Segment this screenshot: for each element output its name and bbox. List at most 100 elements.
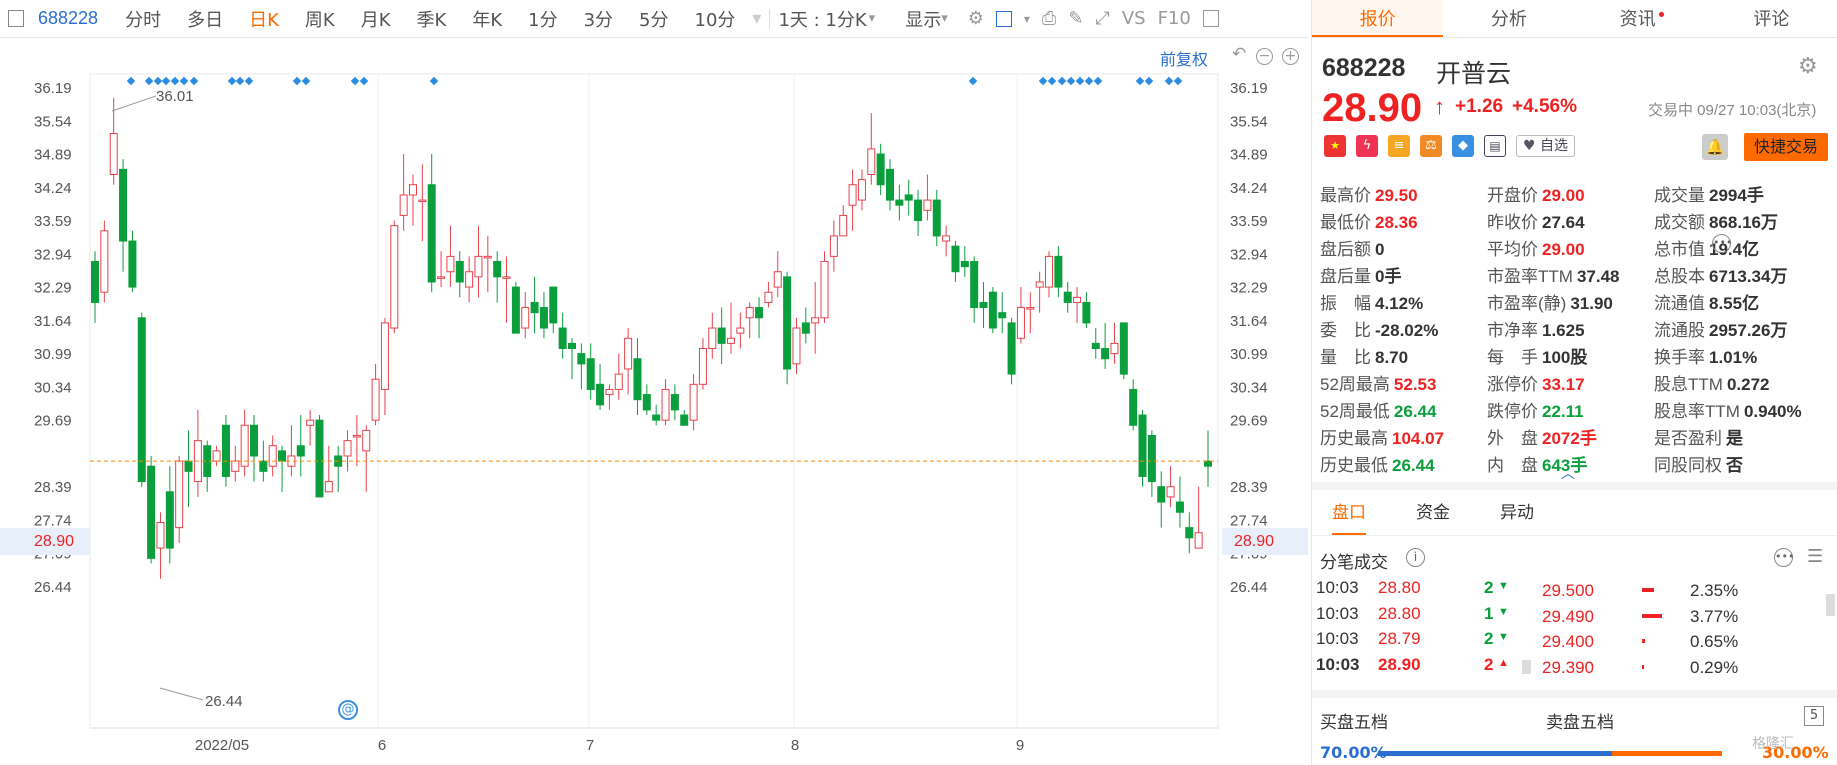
f10-button[interactable]: F10 xyxy=(1157,8,1191,29)
toolbar-menu-icon[interactable] xyxy=(8,10,24,27)
period-tab[interactable]: 10分 xyxy=(694,9,736,31)
stat-label: 最高价 xyxy=(1320,186,1371,205)
info-more-icon[interactable]: ••• xyxy=(1712,234,1732,253)
list-icon[interactable]: ☰ xyxy=(1807,546,1824,567)
period-tab[interactable]: 年K xyxy=(472,9,503,31)
tab-orderbook[interactable]: 盘口 xyxy=(1332,490,1366,535)
event-marker xyxy=(1057,76,1067,86)
more-icon[interactable]: ••• xyxy=(1774,548,1794,567)
stat-cell: 涨停价 33.17 xyxy=(1487,370,1654,397)
stat-cell: 市净率 1.625 xyxy=(1487,316,1654,343)
scrollbar[interactable] xyxy=(1826,594,1835,616)
period-tab[interactable]: 1分 xyxy=(528,9,558,31)
candle-body xyxy=(932,199,941,237)
display-menu[interactable]: 显示 xyxy=(905,9,942,31)
tick-pct: 0.65% xyxy=(1690,632,1739,651)
period-select[interactable]: 1天 : 1分K xyxy=(778,9,867,31)
period-tab[interactable]: 月K xyxy=(360,9,391,31)
bell-icon[interactable]: 🔔 xyxy=(1702,134,1728,160)
candle-body xyxy=(895,199,904,206)
candle-body xyxy=(736,327,745,334)
collapse-icon[interactable]: ︿ xyxy=(1561,466,1575,482)
event-marker xyxy=(1173,76,1183,86)
stat-value: 100股 xyxy=(1542,348,1588,367)
tab-analysis[interactable]: 分析 xyxy=(1490,9,1527,29)
panel-toggle-icon[interactable] xyxy=(1202,10,1219,27)
stat-label: 总股本 xyxy=(1654,267,1705,286)
settings-icon[interactable]: ⚙ xyxy=(967,8,984,29)
tick-pct: 0.29% xyxy=(1690,657,1739,677)
stat-label: 流通股 xyxy=(1654,321,1705,340)
zoom-in-icon[interactable]: + xyxy=(1282,48,1299,65)
candle-body xyxy=(156,522,165,549)
stat-value: 0.272 xyxy=(1726,375,1770,394)
chevron-down-icon[interactable]: ▾ xyxy=(1023,11,1030,26)
watchlist-button[interactable]: ♥ 自选 xyxy=(1516,135,1576,157)
restore-button[interactable]: 前复权 xyxy=(1160,50,1209,69)
candle-body xyxy=(876,153,885,186)
tab-changes[interactable]: 异动 xyxy=(1500,503,1534,523)
fullscreen-icon[interactable]: ⤢ xyxy=(1095,8,1110,29)
candle-body xyxy=(175,460,184,529)
fast-trade-button[interactable]: 快捷交易 xyxy=(1744,133,1828,161)
stat-label: 平均价 xyxy=(1487,240,1538,259)
y-tick-right: 28.39 xyxy=(1230,479,1268,496)
period-tab[interactable]: 季K xyxy=(416,9,447,31)
overlay-checkbox[interactable] xyxy=(995,10,1012,27)
stat-label: 盘后额 xyxy=(1320,240,1371,259)
at-icon[interactable]: @ xyxy=(338,700,358,720)
period-tab[interactable]: 多日 xyxy=(187,9,224,31)
coins-icon[interactable]: ≡ xyxy=(1388,135,1410,157)
tag-icon[interactable]: ◆ xyxy=(1452,135,1474,157)
candle-body xyxy=(1035,281,1044,288)
undo-icon[interactable]: ↶ xyxy=(1232,44,1247,64)
y-tick-right: 30.34 xyxy=(1230,379,1268,396)
lightning-icon[interactable]: ϟ xyxy=(1356,135,1378,157)
period-tab[interactable]: 5分 xyxy=(639,9,669,31)
period-tab[interactable]: 3分 xyxy=(583,9,614,31)
period-tab[interactable]: 分时 xyxy=(125,9,162,31)
scale-icon[interactable]: ⚖ xyxy=(1420,135,1442,157)
event-marker xyxy=(968,76,978,86)
info-icon[interactable]: i xyxy=(1406,548,1425,567)
zoom-out-icon[interactable]: − xyxy=(1256,48,1273,65)
candle-body xyxy=(1101,348,1110,360)
note-icon[interactable]: ▤ xyxy=(1484,135,1506,157)
levels-button[interactable]: 5 xyxy=(1804,706,1824,726)
pen-icon[interactable]: ✎ xyxy=(1068,8,1084,29)
period-tab[interactable]: 周K xyxy=(304,9,335,31)
tab-funds[interactable]: 资金 xyxy=(1416,503,1450,523)
tab-quote[interactable]: 报价 xyxy=(1312,0,1444,37)
kline-chart[interactable]: 36.19 36.19 35.54 35.54 34.89 34.89 34.24 34.24… xyxy=(0,38,1308,765)
candle-body xyxy=(184,460,193,472)
tick-vol: 2 xyxy=(1484,629,1494,648)
camera-icon[interactable]: ⎙ xyxy=(1041,8,1057,29)
flag-icon[interactable]: ★ xyxy=(1324,135,1346,157)
high-label: 36.01 xyxy=(156,88,194,105)
stat-cell: 外 盘 2072手 xyxy=(1487,424,1654,451)
settings-icon[interactable]: ⚙ xyxy=(1798,54,1818,79)
stat-value: 2957.26万 xyxy=(1709,321,1788,340)
tab-news[interactable]: 资讯 xyxy=(1575,0,1706,37)
tab-comments[interactable]: 评论 xyxy=(1753,9,1790,29)
candle-body xyxy=(904,194,913,201)
stats-row: 盘后额 0 平均价 29.00 总市值 19.4亿 xyxy=(1320,235,1830,262)
vs-button[interactable]: VS xyxy=(1121,8,1146,29)
stat-label: 最低价 xyxy=(1320,213,1371,232)
candle-body xyxy=(642,394,651,411)
up-arrow-icon: ↑ xyxy=(1434,94,1445,119)
period-tab[interactable]: 日K xyxy=(249,9,279,31)
panel-tabs: 报价 分析 资讯 评论 xyxy=(1312,0,1837,38)
candle-body xyxy=(306,419,315,426)
candle-body xyxy=(727,337,735,344)
stat-cell: 成交额 868.16万 xyxy=(1654,208,1821,235)
stat-cell: 股息率TTM 0.940% xyxy=(1654,397,1821,424)
candle-body xyxy=(409,184,417,196)
candle-body xyxy=(614,373,623,390)
stat-value: 28.36 xyxy=(1375,213,1418,232)
candle-body xyxy=(558,327,567,350)
stats-row: 历史最高 104.07 外 盘 2072手 是否盈利是 xyxy=(1320,424,1830,451)
y-tick-right: 29.69 xyxy=(1230,413,1268,430)
tab-news-label: 资讯 xyxy=(1619,9,1656,29)
scrollbar[interactable] xyxy=(1522,660,1531,674)
